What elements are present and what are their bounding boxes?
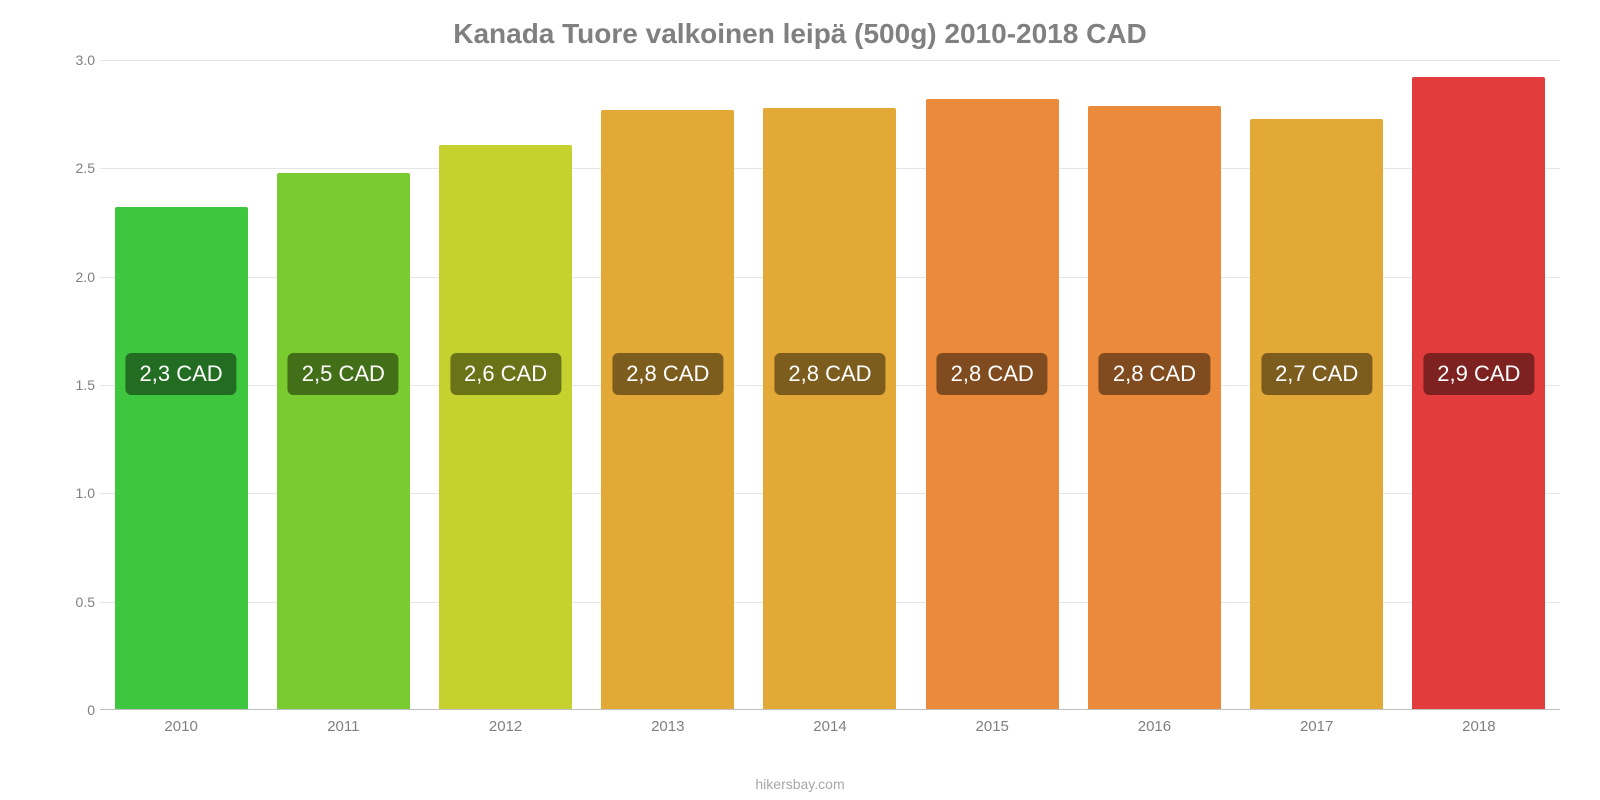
bar-value-label: 2,8 CAD [612, 353, 723, 395]
bar-value-label: 2,8 CAD [937, 353, 1048, 395]
bar [115, 207, 248, 710]
chart-title: Kanada Tuore valkoinen leipä (500g) 2010… [0, 0, 1600, 50]
bar-slot: 2,8 CAD [1073, 60, 1235, 710]
bar-slot: 2,5 CAD [262, 60, 424, 710]
bar [601, 110, 734, 710]
bar [763, 108, 896, 710]
xtick-label: 2018 [1398, 710, 1560, 740]
bar-value-label: 2,9 CAD [1423, 353, 1534, 395]
xtick-label: 2015 [911, 710, 1073, 740]
bar-slot: 2,9 CAD [1398, 60, 1560, 710]
ytick-label: 2.5 [60, 160, 95, 176]
xtick-label: 2017 [1236, 710, 1398, 740]
bar [926, 99, 1059, 710]
chart-area: 00.51.01.52.02.53.0 2,3 CAD2,5 CAD2,6 CA… [60, 60, 1560, 740]
bar [277, 173, 410, 710]
xtick-label: 2010 [100, 710, 262, 740]
bar-slot: 2,8 CAD [749, 60, 911, 710]
bar-slot: 2,8 CAD [911, 60, 1073, 710]
xtick-label: 2013 [587, 710, 749, 740]
bar-value-label: 2,8 CAD [1099, 353, 1210, 395]
bar-value-label: 2,3 CAD [126, 353, 237, 395]
bar [1088, 106, 1221, 711]
ytick-label: 3.0 [60, 52, 95, 68]
bar-slot: 2,3 CAD [100, 60, 262, 710]
bars-container: 2,3 CAD 2,5 CAD 2,6 CAD 2,8 CAD 2,8 CAD 2,8 C… [100, 60, 1560, 710]
bar [1250, 119, 1383, 711]
ytick-label: 2.0 [60, 269, 95, 285]
attribution-text: hikersbay.com [0, 776, 1600, 792]
bar-value-label: 2,5 CAD [288, 353, 399, 395]
xtick-label: 2011 [262, 710, 424, 740]
bar-value-label: 2,6 CAD [450, 353, 561, 395]
ytick-label: 1.0 [60, 485, 95, 501]
bar [439, 145, 572, 711]
ytick-label: 0 [60, 702, 95, 718]
ytick-label: 1.5 [60, 377, 95, 393]
ytick-label: 0.5 [60, 594, 95, 610]
plot-area: 00.51.01.52.02.53.0 2,3 CAD2,5 CAD2,6 CA… [100, 60, 1560, 710]
xtick-label: 2014 [749, 710, 911, 740]
xticks-container: 201020112012201320142015201620172018 [100, 710, 1560, 740]
bar-slot: 2,6 CAD [424, 60, 586, 710]
xtick-label: 2016 [1073, 710, 1235, 740]
bar-slot: 2,7 CAD [1236, 60, 1398, 710]
bar-value-label: 2,8 CAD [774, 353, 885, 395]
xtick-label: 2012 [424, 710, 586, 740]
bar-value-label: 2,7 CAD [1261, 353, 1372, 395]
bar-slot: 2,8 CAD [587, 60, 749, 710]
